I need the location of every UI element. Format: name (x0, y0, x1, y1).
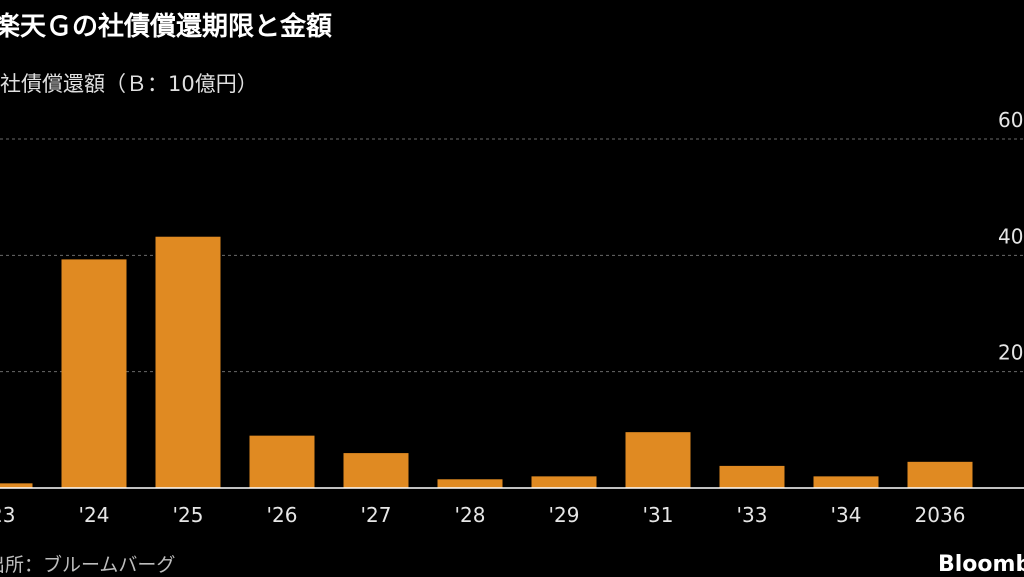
y-tick-label: 40 (998, 224, 1023, 248)
bar (249, 435, 315, 488)
bar (437, 479, 503, 488)
bar (907, 461, 973, 488)
x-tick-label: '34 (831, 503, 862, 527)
x-tick-label: '24 (79, 503, 110, 527)
x-axis-ticks: '23 '24 '25 '26 '27 '28 '29 '31 '33 '34 2036 (0, 503, 965, 527)
bar (61, 259, 127, 488)
x-tick-label: '26 (267, 503, 298, 527)
chart-subtitle: 社債償還額（Ｂ：10億円） (0, 72, 258, 96)
bars (0, 236, 973, 488)
source-note: 出所：ブルームバーグ (0, 554, 176, 576)
bar (719, 465, 785, 488)
x-tick-label: '28 (455, 503, 486, 527)
bloomberg-logo: Bloomberg (938, 552, 1024, 577)
gridlines (0, 138, 1024, 373)
x-tick-label: 2036 (915, 503, 966, 527)
x-tick-label: '31 (643, 503, 674, 527)
x-tick-label: '29 (549, 503, 580, 527)
bar (0, 483, 33, 488)
x-tick-label: '27 (361, 503, 392, 527)
bar (813, 476, 879, 488)
bar (625, 432, 691, 488)
bar (531, 476, 597, 488)
y-axis-ticks: 20 40 60 (998, 108, 1023, 365)
bar (155, 236, 221, 488)
y-tick-label: 20 (998, 341, 1023, 365)
x-tick-label: '33 (737, 503, 768, 527)
chart-title: 楽天Ｇの社債償還期限と金額 (0, 12, 333, 42)
bar (343, 453, 409, 488)
x-tick-label: '25 (173, 503, 204, 527)
x-tick-label: '23 (0, 503, 15, 527)
y-tick-label: 60 (998, 108, 1023, 132)
